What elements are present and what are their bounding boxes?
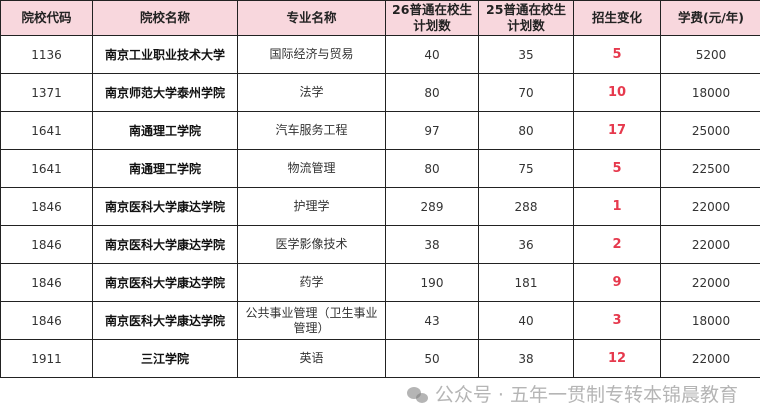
cell-fee: 22500 [660, 149, 760, 188]
table-row: 1846 南京医科大学康达学院 公共事业管理（卫生事业管理） 43 40 3 18000 [0, 301, 760, 340]
header-plan25: 25普通在校生计划数 [478, 0, 574, 36]
cell-major: 法学 [237, 73, 386, 112]
cell-change: 1 [573, 187, 661, 226]
cell-school: 南通理工学院 [92, 149, 238, 188]
cell-school: 南京师范大学泰州学院 [92, 73, 238, 112]
cell-school: 南通理工学院 [92, 111, 238, 150]
cell-code: 1846 [0, 263, 93, 302]
cell-major: 汽车服务工程 [237, 111, 386, 150]
cell-plan25: 36 [478, 225, 574, 264]
cell-plan25: 40 [478, 301, 574, 340]
cell-change: 12 [573, 339, 661, 378]
wechat-icon [406, 386, 429, 404]
header-major: 专业名称 [237, 0, 386, 36]
cell-plan25: 75 [478, 149, 574, 188]
cell-plan25: 35 [478, 35, 574, 74]
table-row: 1641 南通理工学院 汽车服务工程 97 80 17 25000 [0, 111, 760, 150]
cell-major: 物流管理 [237, 149, 386, 188]
cell-major: 护理学 [237, 187, 386, 226]
cell-fee: 22000 [660, 225, 760, 264]
cell-plan26: 40 [385, 35, 479, 74]
cell-school: 三江学院 [92, 339, 238, 378]
cell-change: 17 [573, 111, 661, 150]
cell-school: 南京医科大学康达学院 [92, 263, 238, 302]
table-row: 1641 南通理工学院 物流管理 80 75 5 22500 [0, 149, 760, 188]
cell-school: 南京医科大学康达学院 [92, 225, 238, 264]
cell-plan25: 181 [478, 263, 574, 302]
cell-fee: 22000 [660, 263, 760, 302]
cell-school: 南京医科大学康达学院 [92, 301, 238, 340]
header-change: 招生变化 [573, 0, 661, 36]
cell-code: 1846 [0, 225, 93, 264]
cell-plan26: 38 [385, 225, 479, 264]
cell-code: 1371 [0, 73, 93, 112]
header-plan26: 26普通在校生计划数 [385, 0, 479, 36]
cell-change: 5 [573, 149, 661, 188]
watermark: 公众号 · 五年一贯制专转本锦晨教育 [406, 384, 738, 406]
cell-major: 英语 [237, 339, 386, 378]
cell-plan26: 43 [385, 301, 479, 340]
cell-major: 药学 [237, 263, 386, 302]
cell-plan25: 70 [478, 73, 574, 112]
cell-change: 2 [573, 225, 661, 264]
header-school: 院校名称 [92, 0, 238, 36]
cell-school: 南京医科大学康达学院 [92, 187, 238, 226]
cell-fee: 18000 [660, 301, 760, 340]
header-code: 院校代码 [0, 0, 93, 36]
cell-plan25: 38 [478, 339, 574, 378]
header-fee: 学费(元/年) [660, 0, 760, 36]
cell-change: 3 [573, 301, 661, 340]
table-row: 1911 三江学院 英语 50 38 12 22000 [0, 339, 760, 378]
cell-fee: 22000 [660, 187, 760, 226]
cell-change: 9 [573, 263, 661, 302]
table-row: 1846 南京医科大学康达学院 护理学 289 288 1 22000 [0, 187, 760, 226]
cell-fee: 18000 [660, 73, 760, 112]
cell-code: 1911 [0, 339, 93, 378]
cell-plan26: 80 [385, 73, 479, 112]
cell-major: 国际经济与贸易 [237, 35, 386, 74]
cell-code: 1846 [0, 301, 93, 340]
cell-code: 1641 [0, 111, 93, 150]
cell-plan26: 80 [385, 149, 479, 188]
cell-fee: 5200 [660, 35, 760, 74]
cell-plan25: 288 [478, 187, 574, 226]
cell-plan26: 289 [385, 187, 479, 226]
cell-code: 1846 [0, 187, 93, 226]
cell-change: 5 [573, 35, 661, 74]
header-row: 院校代码 院校名称 专业名称 26普通在校生计划数 25普通在校生计划数 招生变… [0, 0, 760, 36]
cell-school: 南京工业职业技术大学 [92, 35, 238, 74]
table-row: 1846 南京医科大学康达学院 医学影像技术 38 36 2 22000 [0, 225, 760, 264]
table-row: 1846 南京医科大学康达学院 药学 190 181 9 22000 [0, 263, 760, 302]
cell-code: 1136 [0, 35, 93, 74]
table-row: 1136 南京工业职业技术大学 国际经济与贸易 40 35 5 5200 [0, 35, 760, 74]
cell-fee: 22000 [660, 339, 760, 378]
cell-plan25: 80 [478, 111, 574, 150]
enrollment-table: 院校代码 院校名称 专业名称 26普通在校生计划数 25普通在校生计划数 招生变… [0, 0, 760, 378]
cell-plan26: 50 [385, 339, 479, 378]
cell-plan26: 190 [385, 263, 479, 302]
cell-code: 1641 [0, 149, 93, 188]
table-row: 1371 南京师范大学泰州学院 法学 80 70 10 18000 [0, 73, 760, 112]
cell-fee: 25000 [660, 111, 760, 150]
cell-plan26: 97 [385, 111, 479, 150]
cell-major: 医学影像技术 [237, 225, 386, 264]
watermark-text: 公众号 · 五年一贯制专转本锦晨教育 [434, 384, 738, 406]
cell-change: 10 [573, 73, 661, 112]
cell-major: 公共事业管理（卫生事业管理） [237, 301, 386, 340]
